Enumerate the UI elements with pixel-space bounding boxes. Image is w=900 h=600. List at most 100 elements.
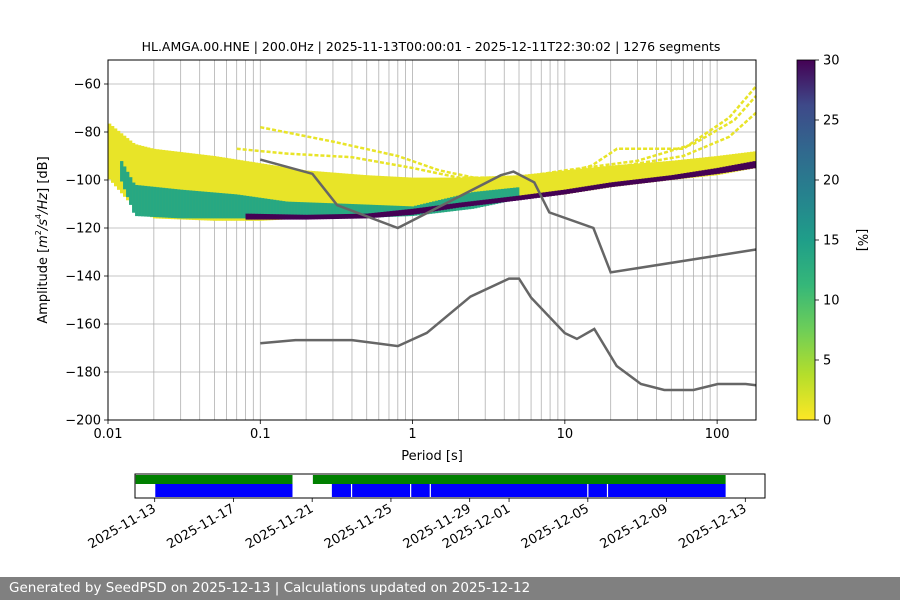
ppsd-cell [620,181,624,186]
ppsd-cell [657,161,661,182]
ppsd-cell [555,171,559,196]
colorbar [796,59,816,421]
ppsd-cell [513,187,517,201]
y-axis-ticks: −60 −80 −100 −120 −140 −160 −180 −200 [65,78,108,429]
ppsd-cell [126,171,130,198]
ppsd-cell [255,197,259,219]
ppsd-cell [375,175,379,215]
ppsd-cell [225,193,229,219]
ppsd-cell [644,178,648,184]
ppsd-cell [129,177,133,205]
ppsd-cell [737,163,741,171]
colorbar-ticks: 0 5 10 15 20 25 30 [815,54,840,429]
ppsd-cell [456,177,460,207]
ppsd-cell [378,205,382,218]
ppsd-cell [384,205,388,218]
ppsd-cell [663,161,667,181]
ppsd-cell [498,189,502,204]
ppsd-cell [686,172,690,178]
ppsd-cell [696,158,700,178]
ppsd-cell [237,194,241,219]
ppsd-cell [537,173,541,198]
ppsd-cell [579,168,583,192]
ppsd-cell [291,201,295,219]
ppsd-cell [503,197,507,203]
ppsd-cell [680,173,684,179]
ppsd-cell [659,176,663,182]
ppsd-cell [689,172,693,178]
ppsd-cell [201,191,205,219]
ppsd-cell [525,174,529,199]
ppsd-cell [383,211,387,217]
ppsd-cell [707,169,711,176]
ppsd-cell [593,184,597,190]
ppsd-cell [377,212,381,218]
ppsd-cell [342,203,346,219]
ppsd-cell [750,151,754,169]
ppsd-cell [738,153,742,172]
ppsd-cell [195,190,199,219]
ppsd-cell [284,214,288,220]
ppsd-cell [428,206,432,213]
ppsd-cell [651,162,655,183]
ppsd-cell [504,175,508,201]
ppsd-cell [542,192,546,198]
ppsd-cell [521,195,525,200]
ppsd-cell [222,157,226,221]
y-tick-label: −100 [65,174,101,189]
ppsd-cell [300,202,304,219]
ppsd-cell [372,175,376,216]
ppsd-cell [276,200,280,219]
ppsd-cell [449,203,453,209]
ppsd-cell [267,164,271,221]
ppsd-cell [144,146,148,215]
ppsd-cell [587,185,591,191]
ppsd-cell [363,204,367,218]
ppsd-cell [557,190,561,196]
ppsd-histogram [108,85,757,221]
ppsd-cell [159,187,163,218]
ppsd-cell [303,202,307,219]
ppsd-cell [444,177,448,208]
ppsd-cell [300,169,304,219]
ppsd-cell [513,175,517,200]
ppsd-cell [458,202,462,208]
ppsd-cell [315,202,319,219]
ppsd-cell [279,166,283,220]
ppsd-cell [714,156,718,176]
ppsd-cell [317,214,321,220]
ppsd-cell [719,167,723,174]
ppsd-cell [485,199,489,205]
ppsd-cell [695,171,699,177]
ppsd-cell [356,213,360,219]
ppsd-cell [255,162,259,221]
ppsd-cell [669,160,673,181]
ppsd-cell [494,198,498,204]
ppsd-cell [558,170,562,195]
ppsd-cell [720,155,724,175]
y-tick-label: −80 [74,126,101,141]
ppsd-cell [257,213,261,220]
ppsd-cell [414,177,418,211]
ppsd-cell [624,164,628,186]
ppsd-cell [150,148,154,218]
ppsd-cell [273,165,277,221]
ppsd-cell [729,154,733,173]
chart-title: HL.AMGA.00.HNE | 200.0Hz | 2025-11-13T00… [142,39,721,54]
ppsd-cell [174,189,178,219]
ppsd-cell [282,166,286,220]
ppsd-cell [668,175,672,181]
y-tick-label: −140 [65,270,101,285]
ppsd-cell [692,171,696,178]
ppsd-cell [639,163,643,184]
ppsd-cell [321,202,325,219]
timeline-date-label: 2025-12-13 [676,501,749,552]
ppsd-cell [135,144,139,210]
y-tick-label: −200 [65,414,101,429]
ppsd-cell [482,199,486,205]
ppsd-cell [222,193,226,219]
ppsd-cell [420,177,424,211]
ppsd-cell [264,198,268,219]
ppsd-cell [306,170,310,219]
ppsd-cell [111,126,115,183]
